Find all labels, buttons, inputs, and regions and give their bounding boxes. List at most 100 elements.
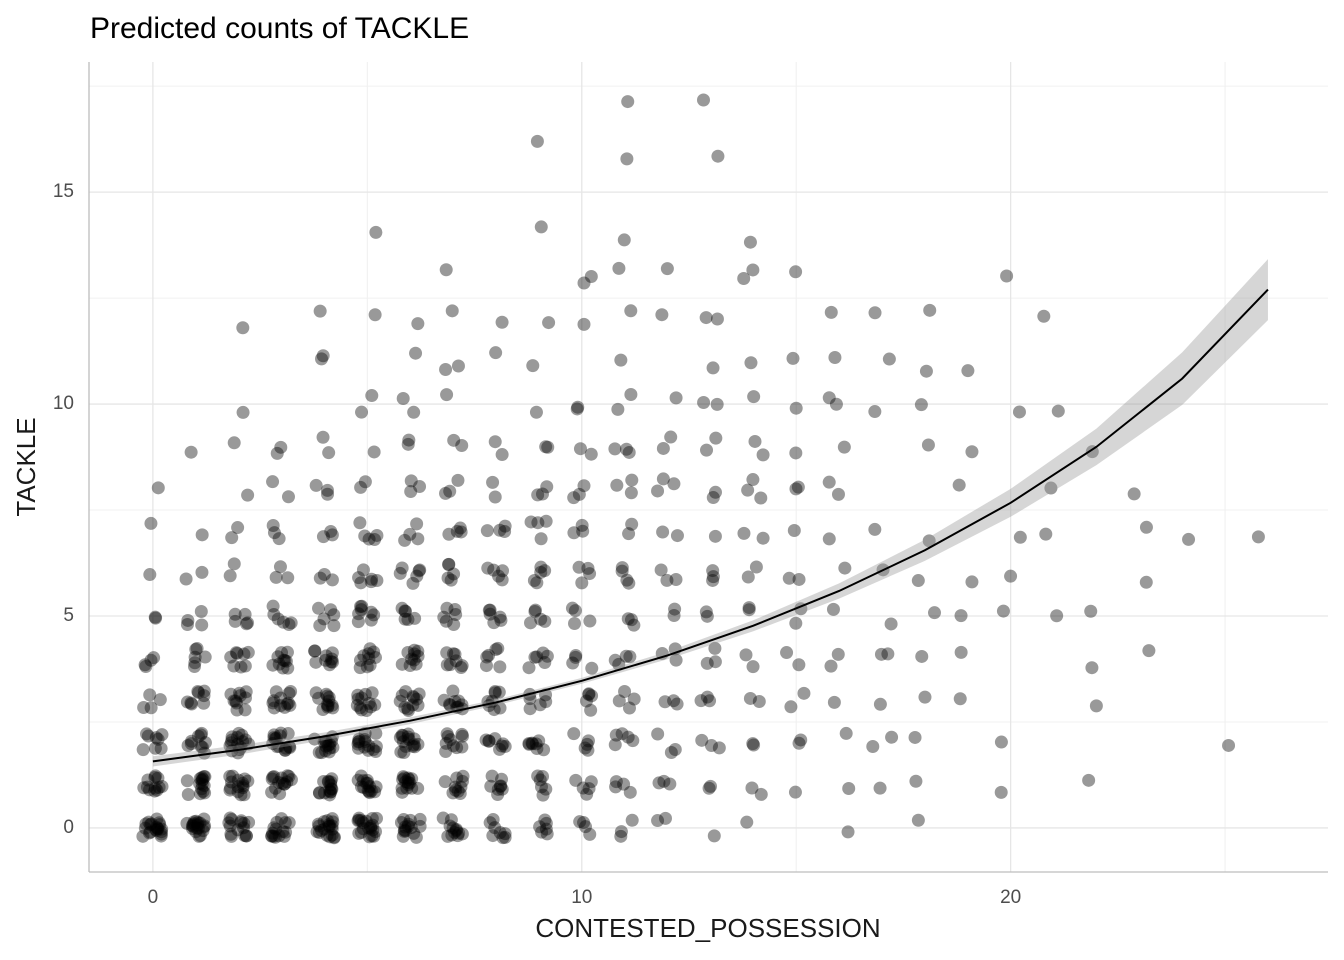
point <box>274 691 288 705</box>
point <box>609 728 623 742</box>
point <box>363 786 377 800</box>
point <box>312 691 326 705</box>
point <box>413 812 427 826</box>
point <box>396 728 410 742</box>
point <box>411 644 425 658</box>
point <box>356 563 370 577</box>
point <box>401 702 415 716</box>
point <box>192 686 206 700</box>
point <box>782 571 796 585</box>
point <box>321 487 335 501</box>
point <box>615 561 629 575</box>
point <box>522 736 536 750</box>
point <box>401 771 415 785</box>
point <box>153 693 167 707</box>
point <box>280 769 294 783</box>
point <box>789 401 803 415</box>
point <box>195 782 209 796</box>
point <box>188 650 202 664</box>
point <box>530 742 544 756</box>
point <box>874 647 888 661</box>
point <box>186 819 200 833</box>
point <box>664 746 678 760</box>
point <box>667 477 681 491</box>
point <box>197 770 211 784</box>
point <box>363 658 377 672</box>
point <box>313 304 327 318</box>
point <box>231 785 245 799</box>
point <box>394 745 408 759</box>
point <box>267 608 281 622</box>
point <box>482 734 496 748</box>
point <box>411 698 425 712</box>
point <box>319 687 333 701</box>
point <box>356 816 370 830</box>
point <box>565 601 579 615</box>
point <box>495 739 509 753</box>
point <box>453 787 467 801</box>
point <box>626 734 640 748</box>
point <box>281 571 295 585</box>
point <box>491 641 505 655</box>
point <box>584 703 598 717</box>
point <box>789 482 803 496</box>
point <box>233 689 247 703</box>
point <box>364 605 378 619</box>
point <box>538 564 552 578</box>
point <box>320 698 334 712</box>
point <box>534 532 548 546</box>
point <box>787 523 801 537</box>
point <box>197 684 211 698</box>
point <box>1037 309 1051 323</box>
point <box>579 694 593 708</box>
point <box>350 698 364 712</box>
point <box>700 609 714 623</box>
point <box>660 262 674 276</box>
point <box>533 698 547 712</box>
point <box>534 565 548 579</box>
point <box>225 733 239 747</box>
point <box>399 739 413 753</box>
point <box>1004 569 1018 583</box>
point <box>530 576 544 590</box>
point <box>447 618 461 632</box>
point <box>309 655 323 669</box>
point <box>412 687 426 701</box>
point <box>739 648 753 662</box>
point <box>362 739 376 753</box>
point <box>315 352 329 366</box>
point <box>697 395 711 409</box>
point <box>625 517 639 531</box>
point <box>320 483 334 497</box>
point <box>708 641 722 655</box>
point <box>323 819 337 833</box>
point <box>191 729 205 743</box>
point <box>324 775 338 789</box>
point <box>492 685 506 699</box>
point <box>575 576 589 590</box>
point <box>707 829 721 843</box>
point <box>1084 604 1098 618</box>
point <box>396 829 410 843</box>
x-tick-label: 0 <box>148 887 159 908</box>
point <box>320 689 334 703</box>
point <box>670 697 684 711</box>
point <box>401 778 415 792</box>
point <box>191 816 205 830</box>
point <box>278 743 292 757</box>
point <box>279 654 293 668</box>
point <box>352 732 366 746</box>
point <box>231 780 245 794</box>
point <box>326 740 340 754</box>
point <box>227 659 241 673</box>
point <box>398 604 412 618</box>
point <box>193 787 207 801</box>
point <box>615 564 629 578</box>
point <box>407 405 421 419</box>
point <box>368 698 382 712</box>
point <box>403 776 417 790</box>
point <box>439 486 453 500</box>
point <box>354 600 368 614</box>
point <box>652 776 666 790</box>
point <box>522 737 536 751</box>
